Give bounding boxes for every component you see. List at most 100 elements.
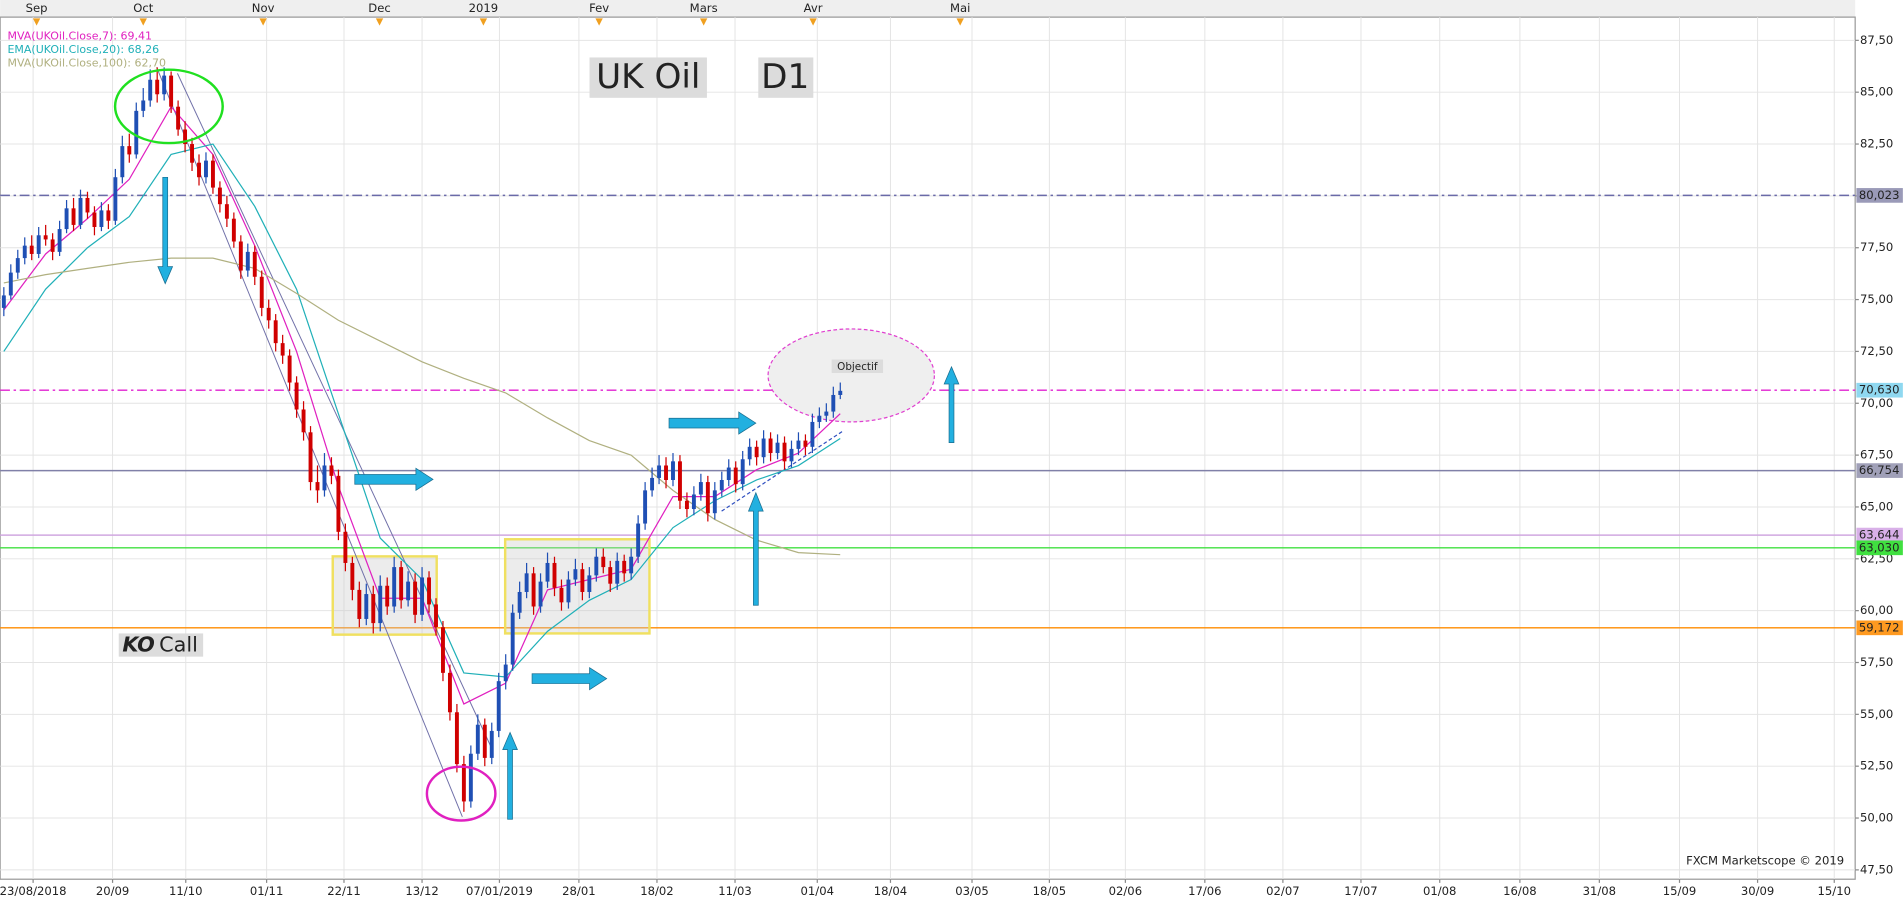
y-tick-label: 47,50	[1860, 862, 1893, 876]
candle-body	[510, 612, 515, 665]
candle-body	[552, 562, 557, 588]
candle-body	[761, 438, 766, 458]
candle-body	[657, 465, 662, 478]
candle-body	[678, 461, 682, 501]
candle-body	[684, 500, 689, 510]
candle-body	[517, 591, 522, 613]
y-tick-label: 72,50	[1860, 344, 1893, 358]
y-tick-label: 67,50	[1860, 448, 1893, 462]
candle-body	[803, 440, 808, 447]
y-tick-label: 87,50	[1860, 33, 1893, 47]
candle-body	[120, 146, 125, 178]
top-tick-label: Fev	[589, 1, 609, 15]
candle-body	[580, 569, 585, 592]
x-tick-label: 13/12	[405, 884, 438, 898]
x-tick-label: 11/03	[718, 884, 751, 898]
x-tick-label: 18/02	[640, 884, 673, 898]
x-tick-label: 17/07	[1344, 884, 1377, 898]
candle-body	[489, 730, 494, 758]
y-tick-label: 70,00	[1860, 396, 1893, 410]
arrow	[354, 467, 434, 492]
level-label: 70,630	[1859, 383, 1900, 397]
candle-body	[197, 162, 201, 178]
candle-body	[141, 100, 146, 111]
candle-body	[789, 448, 794, 462]
candle-body	[636, 523, 641, 557]
candle-body	[524, 573, 529, 592]
y-tick-label: 75,00	[1860, 292, 1893, 306]
candle-body	[650, 477, 655, 491]
candle-body	[15, 258, 20, 273]
candle-body	[810, 421, 815, 447]
top-tick	[956, 18, 964, 26]
candle-body	[496, 681, 501, 731]
candle-body	[183, 129, 188, 145]
top-tick-label: Sep	[26, 1, 48, 15]
candle-body	[796, 440, 801, 449]
arrow	[943, 365, 960, 444]
candle-body	[608, 567, 613, 584]
candle-body	[57, 229, 62, 252]
candle-body	[740, 459, 745, 485]
candle-body	[482, 724, 487, 758]
candle-body	[8, 272, 13, 296]
x-tick-label: 01/08	[1423, 884, 1456, 898]
top-tick-label: 2019	[469, 1, 499, 15]
candle-body	[204, 160, 208, 178]
candle-body	[50, 239, 55, 252]
top-tick	[595, 18, 603, 26]
level-label: 63,030	[1859, 540, 1900, 554]
candle-body	[190, 144, 194, 163]
candle-body	[99, 210, 104, 227]
plot-frame	[0, 16, 1856, 880]
arrow	[157, 176, 174, 285]
grid	[0, 17, 1856, 880]
candle-body	[385, 585, 390, 607]
credit: FXCM Marketscope © 2019	[1686, 853, 1844, 867]
arrow	[747, 491, 764, 606]
y-tick-label: 85,00	[1860, 85, 1893, 99]
objective-label: Objectif	[837, 361, 878, 373]
x-tick-label: 30/09	[1741, 884, 1774, 898]
legend-entry: MVA(UKOil.Close,7): 69,41	[7, 30, 152, 43]
candle-body	[754, 446, 759, 458]
candle-body	[92, 212, 97, 227]
arrow	[531, 666, 608, 691]
candle-body	[238, 241, 243, 271]
candle-body	[245, 251, 250, 271]
top-tick-label: Nov	[252, 1, 275, 15]
top-tick-label: Dec	[368, 1, 390, 15]
y-tick-label: 77,50	[1860, 240, 1893, 254]
x-tick-label: 22/11	[327, 884, 360, 898]
x-tick-label: 11/10	[169, 884, 202, 898]
y-tick-label: 65,00	[1860, 499, 1893, 513]
top-tick-label: Mars	[690, 1, 718, 15]
candle-body	[1, 295, 6, 308]
x-tick-label: 17/06	[1188, 884, 1221, 898]
candle-body	[280, 343, 285, 356]
candle-body	[671, 461, 675, 480]
candle-body	[719, 479, 724, 491]
y-tick-label: 82,50	[1860, 137, 1893, 151]
ko-label: KO	[122, 633, 154, 657]
candle-body	[782, 442, 787, 462]
x-tick-label: 23/08/2018	[0, 884, 67, 898]
candle-body	[664, 465, 668, 480]
legend: MVA(UKOil.Close,7): 69,41EMA(UKOil.Close…	[7, 30, 166, 70]
candle-body	[824, 411, 829, 416]
subtitle-box	[758, 57, 814, 98]
ko-box	[118, 633, 204, 657]
candle-body	[726, 467, 731, 480]
x-tick-label: 02/07	[1266, 884, 1299, 898]
indicator-line	[3, 257, 841, 556]
candle-body	[461, 764, 466, 802]
candle-body	[259, 276, 264, 308]
top-tick-label: Oct	[133, 1, 154, 15]
candle-body	[329, 465, 334, 476]
x-tick-label: 07/01/2019	[466, 884, 533, 898]
candle-body	[406, 581, 411, 601]
candle-body	[148, 79, 153, 101]
